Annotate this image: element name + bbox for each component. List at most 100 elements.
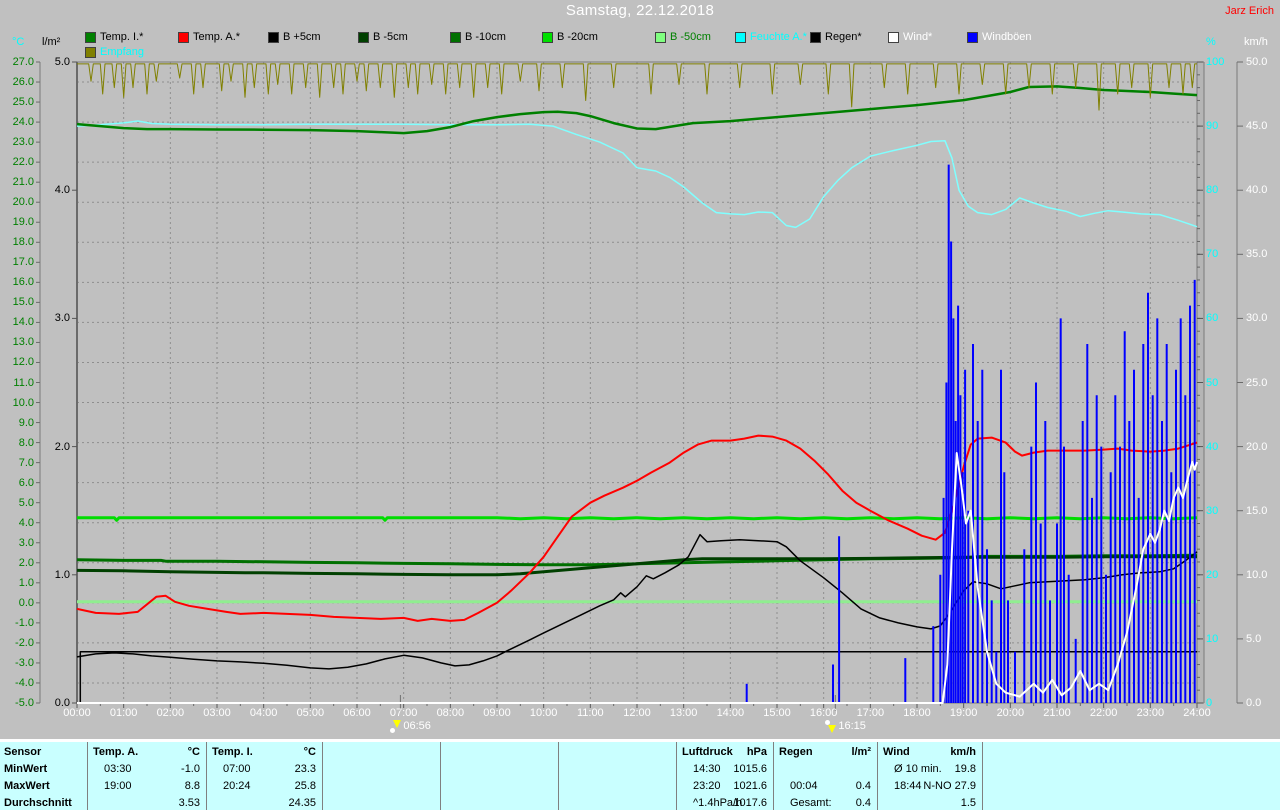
rain-axis-tick-label: 2.0 — [54, 440, 70, 453]
temp-axis-tick-label: -5.0 — [15, 697, 34, 709]
time-axis-tick-label: 20:00 — [996, 707, 1025, 719]
legend-item-b-5cm: B +5cm — [268, 31, 321, 43]
humidity-axis-tick-label: 40 — [1206, 440, 1219, 453]
temp-axis-tick-label: 21.0 — [12, 176, 34, 189]
legend-item-label: Temp. A.* — [193, 31, 241, 43]
table-value: 19.8 — [954, 763, 976, 775]
temp-axis-tick-label: 23.0 — [12, 136, 34, 149]
time-axis-tick-label: 23:00 — [1136, 707, 1165, 719]
temp-axis-tick-label: 15.0 — [12, 296, 34, 309]
legend-swatch-icon — [85, 46, 96, 58]
series-windb-en — [745, 164, 1196, 703]
legend-swatch-icon — [85, 31, 96, 43]
time-axis-tick-label: 17:00 — [856, 707, 885, 719]
legend-item-b-5cm: B -5cm — [358, 31, 408, 43]
legend-item-b-10cm: B -10cm — [450, 31, 506, 43]
temp-axis-tick-label: 19.0 — [12, 216, 34, 229]
legend-item-wind-: Wind* — [888, 31, 932, 43]
table-row-label: MaxWert — [4, 780, 50, 792]
series-wind — [77, 452, 1198, 704]
legend-swatch-icon — [888, 31, 899, 43]
table-row-label: Sensor — [4, 746, 42, 758]
legend-item-b-50cm: B -50cm — [655, 31, 711, 43]
humidity-axis-tick-label: 90 — [1206, 120, 1219, 133]
wind-axis-tick-label: 10.0 — [1246, 568, 1268, 581]
wind-axis-tick-label: 50.0 — [1246, 56, 1268, 68]
humidity-axis-tick-label: 20 — [1206, 568, 1219, 581]
time-axis-tick-label: 15:00 — [763, 707, 791, 719]
table-value: -1.0 — [181, 763, 200, 775]
legend-item-label: B -10cm — [465, 31, 506, 43]
legend-item-label: Regen* — [825, 31, 862, 43]
table-column-empty — [982, 742, 1280, 810]
temp-axis-tick-label: 20.0 — [12, 196, 34, 209]
series-group — [76, 63, 1198, 704]
humidity-axis-tick-label: 100 — [1206, 56, 1225, 68]
temp-axis-tick-label: -2.0 — [15, 636, 34, 649]
temp-axis-tick-label: 24.0 — [12, 116, 34, 129]
summary-table: Sensor MinWert MaxWert Durchschnitt Temp. A.… — [0, 739, 1280, 810]
legend-item-temp-i-: Temp. I.* — [85, 31, 143, 43]
series-temp-i- — [76, 85, 1198, 135]
temp-axis-tick-label: 8.0 — [18, 436, 34, 449]
time-axis-tick-label: 13:00 — [669, 707, 698, 719]
wind-axis-tick-label: 45.0 — [1246, 120, 1268, 133]
table-column-unit: hPa — [746, 746, 767, 758]
legend-item-windb-en: Windböen — [967, 31, 1032, 43]
table-column-empty — [558, 742, 676, 810]
temp-axis-tick-label: 13.0 — [12, 336, 34, 349]
table-value: 1015.6 — [733, 763, 767, 775]
axis-unit-celsius: °C — [12, 36, 25, 48]
temp-axis-tick-label: 17.0 — [12, 256, 34, 269]
legend-swatch-icon — [450, 31, 461, 43]
time-axis-tick-label: 07:00 — [389, 707, 418, 719]
series-b-5cm — [76, 533, 1198, 670]
wind-axis-tick-label: 40.0 — [1246, 184, 1268, 197]
time-axis-tick-label: 11:00 — [576, 707, 604, 719]
table-column-title: Regen — [779, 746, 813, 758]
humidity-axis-tick-label: 30 — [1206, 504, 1219, 517]
temp-axis-tick-label: -4.0 — [15, 676, 34, 689]
weather-chart[interactable] — [0, 0, 1280, 739]
wind-axis-tick-label: 30.0 — [1246, 312, 1268, 325]
table-column-regen: Regen l/m² 00:04 0.4 Gesamt: 0.4 — [773, 742, 877, 810]
temp-axis-tick-label: -3.0 — [15, 656, 34, 669]
time-axis-tick-label: 14:00 — [716, 707, 745, 719]
legend-swatch-icon — [655, 31, 666, 43]
temp-axis-tick-label: 2.0 — [18, 556, 34, 569]
temp-axis-tick-label: 12.0 — [12, 356, 34, 369]
humidity-axis-tick-label: 70 — [1206, 248, 1219, 261]
table-value-time: 20:24 — [223, 780, 251, 792]
temp-axis-tick-label: 26.0 — [12, 76, 34, 89]
table-value: 3.53 — [178, 797, 200, 809]
rain-axis-tick-label: 4.0 — [54, 184, 70, 197]
table-value: 1017.6 — [733, 797, 767, 809]
table-value: 24.35 — [288, 797, 316, 809]
legend-swatch-icon — [735, 31, 746, 43]
temp-axis-tick-label: 10.0 — [12, 396, 34, 409]
table-column-temp-i-: Temp. I. °C 07:00 23.3 20:24 25.8 24.35 — [206, 742, 322, 810]
page-title: Samstag, 22.12.2018 — [565, 2, 715, 19]
temp-axis-tick-label: 3.0 — [18, 536, 34, 549]
time-axis-tick-label: 02:00 — [156, 707, 185, 719]
table-value-time: 23:20 — [693, 780, 721, 792]
table-value-time: Ø 10 min. — [894, 763, 942, 775]
wind-axis-tick-label: 5.0 — [1246, 632, 1262, 645]
rain-axis-tick-label: 1.0 — [54, 568, 70, 581]
legend-swatch-icon — [810, 31, 821, 43]
table-value-time: 03:30 — [104, 763, 132, 775]
table-column-unit: km/h — [950, 746, 976, 758]
legend-swatch-icon — [268, 31, 279, 43]
temp-axis-tick-label: 27.0 — [12, 56, 34, 68]
rain-axis-tick-label: 0.0 — [54, 697, 70, 709]
legend-item-temp-a-: Temp. A.* — [178, 31, 240, 43]
legend-item-regen-: Regen* — [810, 31, 862, 43]
legend-item-label: Feuchte A.* — [750, 31, 807, 43]
table-value-time: 18:44 — [894, 780, 922, 792]
temp-axis-tick-label: 7.0 — [18, 456, 34, 469]
table-column-luftdruck: Luftdruck hPa 14:30 1015.6 23:20 1021.6 ^1.4hP… — [676, 742, 773, 810]
time-axis-tick-label: 00:00 — [63, 707, 91, 719]
table-column-unit: °C — [303, 746, 316, 758]
axis-unit-kmh: km/h — [1244, 36, 1268, 48]
